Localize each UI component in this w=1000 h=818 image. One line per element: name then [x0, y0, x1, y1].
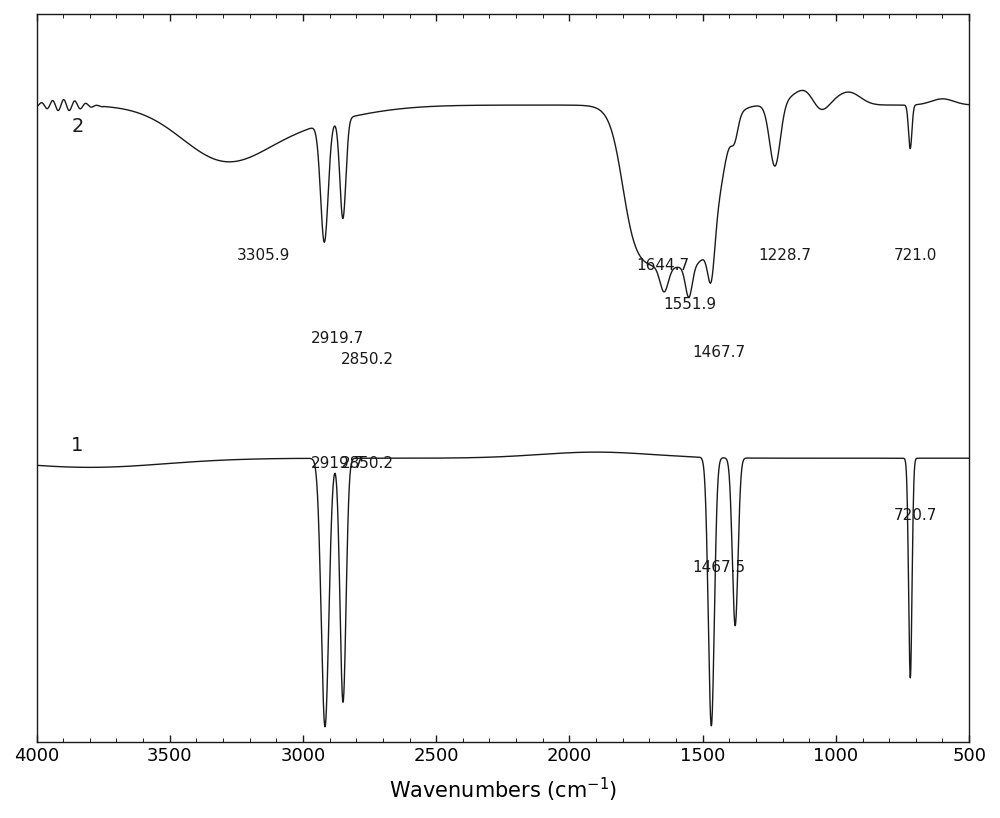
Text: 2919.7: 2919.7 [311, 331, 364, 346]
Text: 721.0: 721.0 [894, 248, 938, 263]
Text: 2850.2: 2850.2 [340, 456, 393, 471]
Text: 2919.7: 2919.7 [311, 456, 364, 471]
Text: 1467.7: 1467.7 [692, 345, 745, 360]
X-axis label: Wavenumbers (cm$^{-1}$): Wavenumbers (cm$^{-1}$) [389, 776, 617, 804]
Text: 1551.9: 1551.9 [663, 297, 716, 312]
Text: 1: 1 [71, 436, 84, 455]
Text: 2850.2: 2850.2 [340, 352, 393, 367]
Text: 2: 2 [71, 117, 84, 136]
Text: 3305.9: 3305.9 [236, 248, 290, 263]
Text: 720.7: 720.7 [894, 508, 938, 523]
Text: 1644.7: 1644.7 [637, 258, 690, 273]
Text: 1228.7: 1228.7 [759, 248, 812, 263]
Text: 1467.5: 1467.5 [692, 560, 745, 575]
